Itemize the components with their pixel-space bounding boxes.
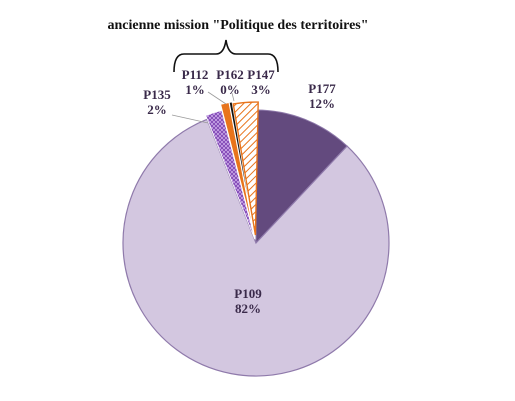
slice-percent-p162: 0% (220, 82, 240, 97)
pie-slice-p177 (255, 109, 348, 245)
leader-lines (171, 91, 235, 124)
slice-name-p109: P109 (234, 286, 262, 301)
pie-slice-p109 (122, 118, 390, 377)
pie-slice-p147 (232, 101, 259, 236)
slice-name-p135: P135 (143, 87, 171, 102)
slice-name-p147: P147 (247, 67, 275, 82)
slice-name-p177: P177 (308, 81, 336, 96)
slice-name-p162: P162 (216, 67, 243, 82)
pie-slice-p135 (205, 109, 256, 240)
slice-name-p112: P112 (182, 67, 209, 82)
slice-percent-p112: 1% (185, 82, 205, 97)
pie-slices (122, 101, 390, 377)
slice-percent-p177: 12% (309, 96, 335, 111)
slice-percent-p109: 82% (235, 301, 261, 316)
leader-line-p135 (171, 114, 209, 124)
annotation-text: ancienne mission "Politique des territoi… (107, 18, 368, 33)
pie-slice-p162 (228, 101, 255, 234)
annotation-brace (173, 39, 279, 73)
leader-line-p162 (231, 92, 235, 102)
slice-percent-p135: 2% (147, 102, 167, 117)
slice-percent-p147: 3% (251, 82, 271, 97)
leader-line-p112 (207, 91, 227, 105)
